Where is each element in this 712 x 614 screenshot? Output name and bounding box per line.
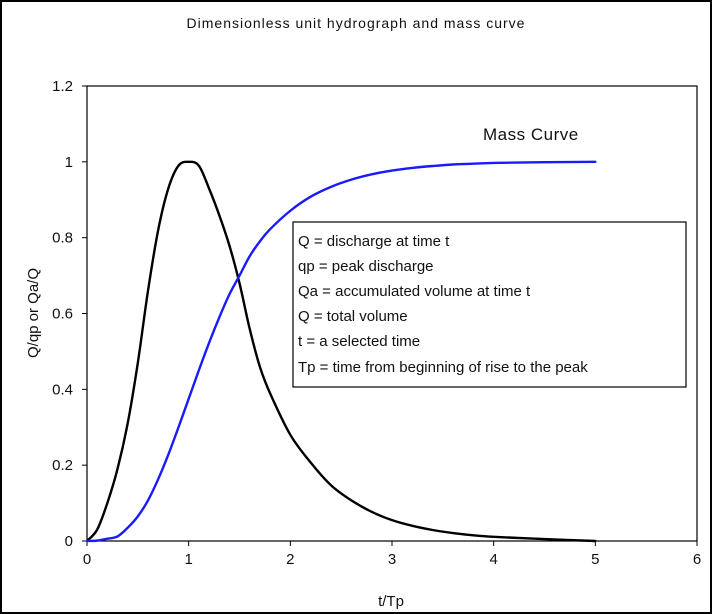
x-axis-label: t/Tp [378, 593, 404, 610]
series-layer [85, 160, 597, 543]
x-tick-label: 5 [591, 551, 599, 568]
x-tick-label: 2 [286, 551, 294, 568]
x-axis-ticks: 0 1 2 3 4 5 6 [83, 541, 701, 568]
y-tick-label: 0.6 [52, 306, 73, 323]
y-tick-label: 1 [65, 154, 73, 171]
mass-curve-series-line [85, 160, 597, 543]
chart-title: Dimensionless unit hydrograph and mass c… [187, 15, 526, 31]
plot-area: 0 1 2 3 4 5 6 0 0.2 0.4 0.6 0.8 1 1.2 [52, 78, 701, 568]
legend-box: Q = discharge at time t qp = peak discha… [292, 221, 687, 388]
x-tick-label: 3 [388, 551, 396, 568]
legend-line-accumulated: Qa = accumulated volume at time t [298, 283, 531, 300]
mass-curve-annotation: Mass Curve [483, 125, 579, 144]
x-tick-label: 0 [83, 551, 91, 568]
x-tick-label: 6 [693, 551, 701, 568]
legend-line-tp: Tp = time from beginning of rise to the … [298, 359, 588, 376]
y-tick-label: 0.4 [52, 381, 73, 398]
legend-line-discharge: Q = discharge at time t [298, 233, 450, 250]
legend-line-selected-time: t = a selected time [298, 333, 420, 350]
y-axis-label: Q/qp or Qa/Q [25, 268, 42, 358]
legend-line-total-volume: Q = total volume [298, 308, 408, 325]
y-tick-label: 0 [65, 533, 73, 550]
y-axis-ticks: 0 0.2 0.4 0.6 0.8 1 1.2 [52, 78, 87, 550]
y-tick-label: 1.2 [52, 78, 73, 95]
legend-line-peak: qp = peak discharge [298, 258, 434, 275]
y-tick-label: 0.2 [52, 457, 73, 474]
legend-box-border [292, 221, 687, 388]
y-tick-label: 0.8 [52, 230, 73, 247]
hydrograph-series-line [85, 160, 597, 543]
x-tick-label: 1 [184, 551, 192, 568]
x-tick-label: 4 [489, 551, 497, 568]
